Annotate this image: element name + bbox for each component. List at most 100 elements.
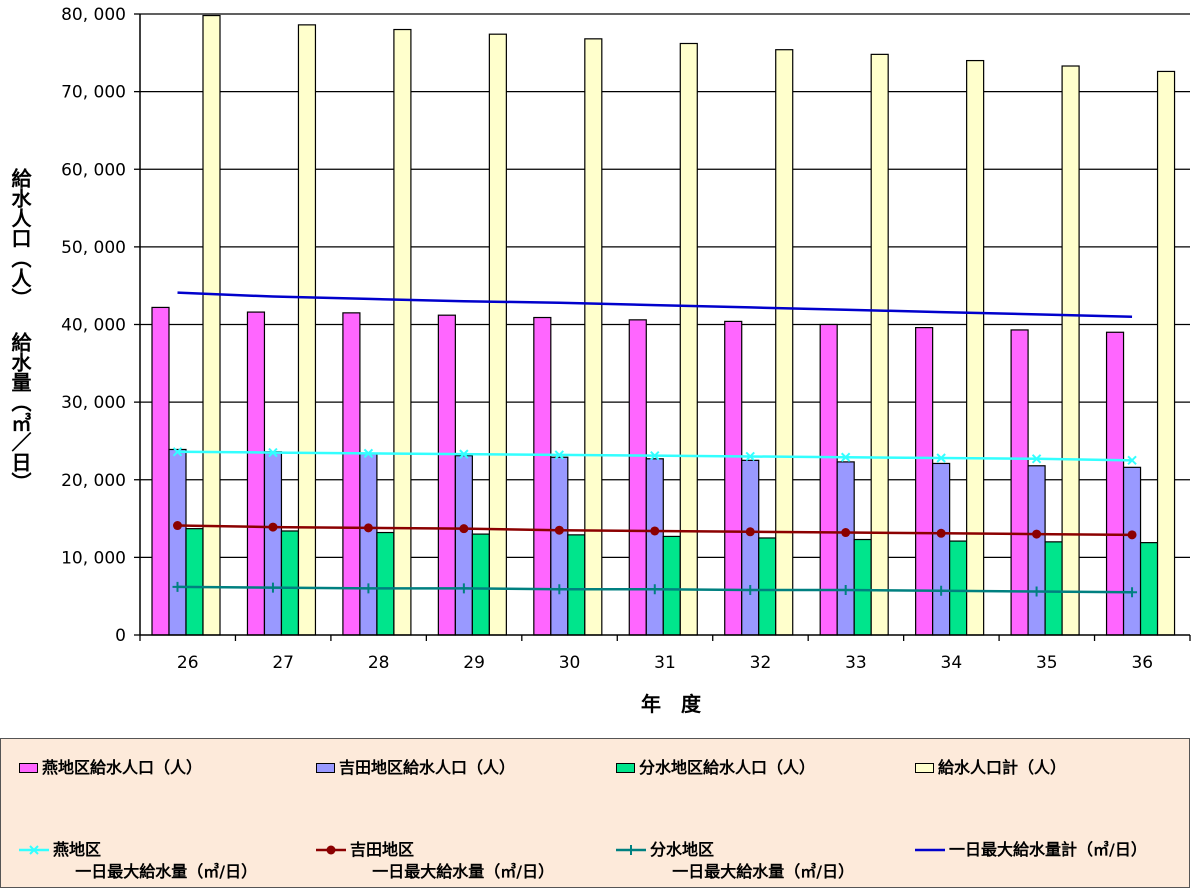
y-tick-label: 10, 000 bbox=[61, 548, 126, 568]
legend-swatch bbox=[19, 763, 38, 773]
line-point bbox=[173, 521, 182, 531]
bar bbox=[1105, 331, 1125, 636]
line-point bbox=[1031, 586, 1042, 597]
bar bbox=[645, 458, 664, 636]
line-point bbox=[172, 447, 183, 457]
line-point bbox=[267, 582, 278, 593]
line-point bbox=[1127, 587, 1138, 598]
line-point bbox=[936, 453, 946, 463]
x-tick-label: 27 bbox=[272, 653, 294, 673]
legend-line-swatch bbox=[316, 845, 346, 855]
bar bbox=[1044, 541, 1063, 636]
bar bbox=[533, 316, 552, 636]
x-tick-label: 28 bbox=[368, 653, 390, 673]
legend-label: 分水地区給水人口（人） bbox=[639, 758, 816, 777]
line-point bbox=[650, 450, 660, 461]
legend-label: 燕地区 一日最大給水量（㎥/日） bbox=[53, 840, 258, 881]
bar bbox=[819, 323, 838, 636]
bar bbox=[915, 327, 934, 636]
bar bbox=[1027, 465, 1046, 636]
bar bbox=[1139, 542, 1159, 636]
x-tick-label: 29 bbox=[463, 653, 485, 673]
line-point bbox=[745, 451, 755, 462]
line-point bbox=[841, 528, 851, 538]
bar bbox=[584, 38, 603, 636]
x-tick-label: 33 bbox=[845, 653, 867, 673]
x-axis-title: 年 度 bbox=[641, 692, 702, 716]
y-tick-label: 20, 000 bbox=[61, 471, 126, 491]
bar bbox=[202, 14, 221, 636]
line-point bbox=[268, 522, 278, 532]
y-tick-label: 0 bbox=[115, 626, 126, 646]
legend-swatch bbox=[316, 763, 335, 773]
x-tick-label: 26 bbox=[177, 653, 199, 673]
bar bbox=[966, 59, 985, 636]
line-point bbox=[554, 450, 565, 460]
bar bbox=[342, 312, 361, 636]
legend-item: 燕地区給水人口（人） bbox=[19, 757, 202, 779]
bar bbox=[376, 531, 395, 636]
bar bbox=[775, 49, 794, 636]
lines bbox=[172, 291, 1138, 598]
bar bbox=[437, 314, 456, 636]
line-point bbox=[1127, 530, 1137, 540]
line-point bbox=[745, 584, 756, 595]
bar bbox=[741, 459, 760, 636]
y-tick-label: 30, 000 bbox=[61, 393, 126, 413]
bar bbox=[185, 528, 204, 636]
bar bbox=[1122, 466, 1142, 636]
legend-item: 給水人口計（人） bbox=[915, 757, 1066, 779]
line-point bbox=[1031, 454, 1042, 464]
bar bbox=[471, 533, 490, 636]
bar bbox=[724, 320, 743, 636]
legend-item: 吉田地区給水人口（人） bbox=[316, 757, 515, 779]
series-line bbox=[177, 291, 1133, 318]
line-point bbox=[459, 524, 469, 534]
y-tick-labels: 0 10, 000 20, 000 30, 000 40, 000 50, 000 60, … bbox=[61, 5, 126, 646]
line-point bbox=[840, 584, 851, 595]
legend-item: 分水地区給水人口（人） bbox=[616, 757, 815, 779]
legend-label: 吉田地区 一日最大給水量（㎥/日） bbox=[350, 840, 555, 881]
bar bbox=[758, 537, 777, 636]
bar bbox=[393, 28, 412, 636]
bar bbox=[297, 24, 317, 636]
line-point bbox=[745, 527, 755, 537]
line-point bbox=[458, 583, 469, 594]
x-tick-label: 34 bbox=[941, 653, 963, 673]
line-point bbox=[650, 526, 660, 536]
line-point bbox=[1032, 529, 1042, 539]
legend-label: 燕地区給水人口（人） bbox=[42, 758, 203, 777]
y-tick-label: 50, 000 bbox=[61, 238, 126, 258]
bar bbox=[679, 42, 698, 636]
bar bbox=[550, 456, 569, 636]
line-point bbox=[363, 523, 373, 533]
bar bbox=[168, 448, 187, 636]
bar bbox=[1156, 70, 1176, 636]
bars bbox=[151, 14, 1176, 636]
legend-label: 一日最大給水量計（㎥/日） bbox=[949, 840, 1147, 859]
line-point bbox=[936, 585, 947, 596]
line-point bbox=[936, 528, 946, 538]
line-point bbox=[554, 525, 564, 535]
x-tick-label: 32 bbox=[750, 653, 772, 673]
y-tick-label: 40, 000 bbox=[61, 316, 126, 336]
bar bbox=[853, 538, 872, 636]
line-point bbox=[649, 584, 660, 595]
legend-label: 吉田地区給水人口（人） bbox=[339, 758, 516, 777]
x-tick-label: 35 bbox=[1036, 653, 1058, 673]
bar bbox=[280, 530, 300, 636]
legend-label: 給水人口計（人） bbox=[938, 758, 1067, 777]
y-tick-label: 70, 000 bbox=[61, 83, 126, 103]
line-point bbox=[363, 448, 374, 459]
bar bbox=[454, 455, 473, 636]
bar bbox=[151, 306, 170, 636]
line-point bbox=[554, 584, 565, 595]
legend-swatch bbox=[915, 763, 934, 773]
bar bbox=[628, 319, 647, 636]
line-point bbox=[1127, 455, 1137, 466]
bar bbox=[567, 534, 586, 636]
chart-canvas: 0 10, 000 20, 000 30, 000 40, 000 50, 000 60, … bbox=[61, 5, 1191, 716]
bar bbox=[1010, 329, 1029, 636]
bar bbox=[870, 53, 889, 636]
legend-line-swatch bbox=[915, 848, 945, 852]
